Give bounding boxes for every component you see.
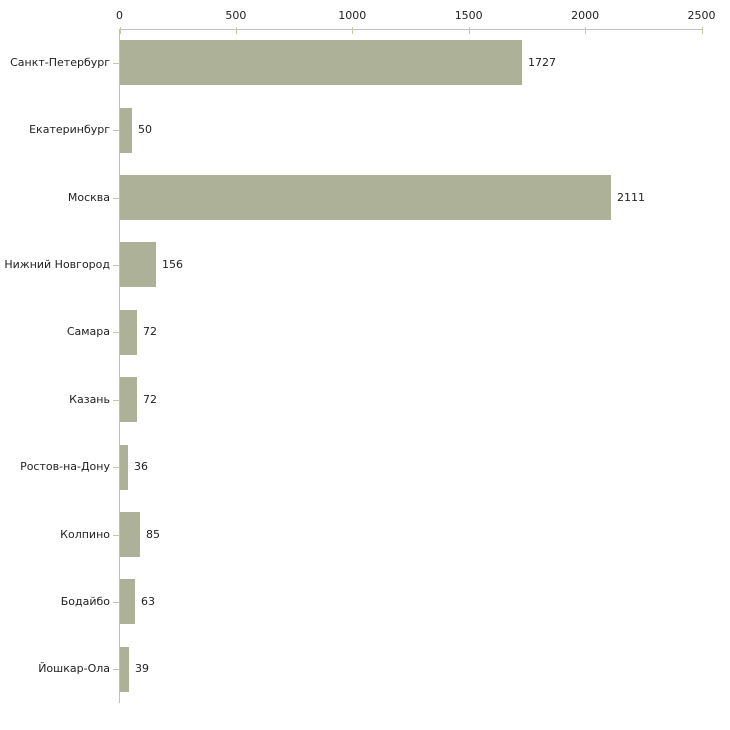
value-label: 1727 [528, 56, 556, 69]
y-axis-tick [113, 265, 119, 266]
y-axis-tick [113, 198, 119, 199]
value-label: 36 [134, 460, 148, 473]
x-axis-line [119, 29, 702, 30]
category-label: Нижний Новгород [4, 258, 110, 271]
x-axis-tick-label: 2500 [687, 9, 716, 22]
value-label: 63 [141, 595, 155, 608]
y-axis-line [119, 29, 120, 703]
category-label: Колпино [60, 528, 110, 541]
x-axis-tick [235, 27, 237, 34]
x-axis-tick [119, 27, 121, 34]
category-label: Москва [67, 191, 110, 204]
x-axis-tick-label: 500 [225, 9, 247, 22]
value-label: 2111 [617, 191, 645, 204]
y-axis-tick [113, 535, 119, 536]
x-axis-tick [468, 27, 470, 34]
category-label: Санкт-Петербург [10, 56, 110, 69]
category-label: Бодайбо [60, 595, 110, 608]
x-axis-tick-label: 0 [116, 9, 123, 22]
value-label: 39 [135, 662, 149, 675]
value-label: 72 [143, 325, 157, 338]
y-axis-tick [113, 669, 119, 670]
x-axis-tick-label: 1500 [454, 9, 483, 22]
bar [120, 175, 611, 220]
value-label: 85 [146, 528, 160, 541]
bar [120, 445, 128, 490]
bar [120, 40, 522, 85]
y-axis-tick [113, 332, 119, 333]
y-axis-tick [113, 602, 119, 603]
x-axis-tick-label: 1000 [338, 9, 367, 22]
bar [120, 512, 140, 557]
y-axis-tick [113, 467, 119, 468]
category-label: Ростов-на-Дону [20, 460, 110, 473]
x-axis-tick-label: 2000 [571, 9, 600, 22]
y-axis-tick [113, 400, 119, 401]
x-axis-tick [352, 27, 354, 34]
value-label: 156 [162, 258, 183, 271]
value-label: 50 [138, 123, 152, 136]
bar [120, 377, 137, 422]
category-label: Йошкар-Ола [38, 662, 110, 675]
x-axis-tick [701, 27, 703, 34]
value-label: 72 [143, 393, 157, 406]
x-axis-tick [585, 27, 587, 34]
bar [120, 579, 135, 624]
category-label: Казань [69, 393, 110, 406]
bar [120, 647, 129, 692]
category-label: Самара [66, 325, 110, 338]
category-label: Екатеринбург [29, 123, 110, 136]
bar [120, 242, 156, 287]
bar [120, 108, 132, 153]
y-axis-tick [113, 130, 119, 131]
y-axis-tick [113, 63, 119, 64]
bar [120, 310, 137, 355]
